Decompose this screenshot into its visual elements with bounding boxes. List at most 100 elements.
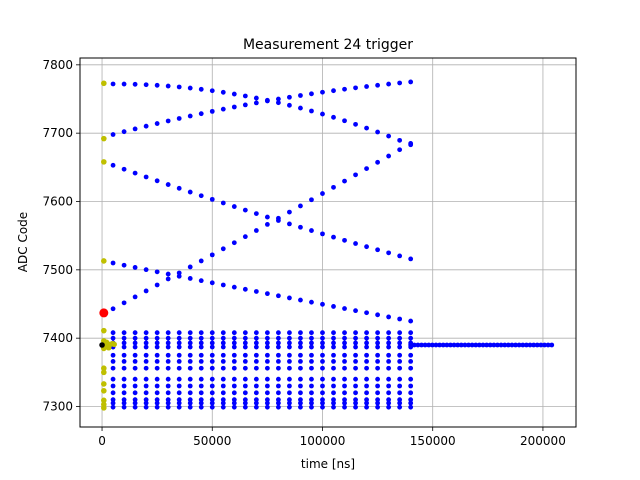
data-point (342, 330, 347, 336)
data-point (198, 330, 204, 336)
data-point (110, 335, 116, 341)
data-point (287, 209, 292, 215)
data-point (101, 381, 107, 387)
data-point (187, 376, 193, 382)
data-point (154, 178, 160, 184)
data-point (534, 342, 540, 348)
data-point (253, 383, 259, 389)
data-point (231, 330, 237, 336)
data-point (397, 365, 403, 371)
chart-title: Measurement 24 trigger (243, 37, 413, 53)
data-point (121, 376, 127, 382)
data-point (121, 352, 127, 358)
data-point (320, 335, 325, 341)
data-point (209, 365, 215, 371)
data-point (220, 282, 226, 288)
data-point (309, 400, 314, 406)
data-point (154, 365, 160, 371)
data-point (320, 359, 325, 364)
data-point (264, 390, 270, 396)
data-point (264, 98, 270, 104)
data-point (198, 340, 204, 346)
data-point (220, 246, 226, 252)
data-point (176, 376, 182, 382)
data-point (165, 390, 171, 396)
data-point (538, 342, 544, 348)
data-point (440, 342, 446, 348)
data-point (132, 390, 138, 396)
data-point (331, 330, 336, 336)
data-point (309, 376, 314, 382)
data-point (220, 404, 226, 410)
data-point (364, 340, 369, 346)
data-point (253, 340, 259, 346)
data-point (433, 342, 439, 348)
data-point (143, 359, 149, 364)
data-point (276, 96, 281, 102)
data-point (386, 330, 392, 336)
data-point (397, 316, 403, 322)
data-point (287, 335, 292, 341)
data-point (253, 211, 259, 216)
data-point (375, 330, 380, 336)
plot-frame (79, 57, 577, 428)
data-point (353, 404, 358, 410)
data-point (309, 404, 314, 410)
data-point (198, 359, 204, 364)
data-point (397, 359, 403, 364)
data-point (110, 306, 116, 312)
data-point (287, 400, 292, 406)
data-point (110, 81, 116, 87)
data-point (549, 342, 555, 348)
data-point (143, 335, 149, 341)
data-point (165, 352, 171, 358)
data-point (353, 340, 358, 346)
data-point (342, 352, 347, 358)
data-point (220, 344, 226, 350)
data-point (253, 359, 259, 364)
y-tick-label: 7500 (42, 263, 73, 277)
data-point (276, 365, 281, 371)
y-tick-label: 7600 (42, 195, 73, 209)
data-point (353, 383, 358, 389)
data-point (154, 390, 160, 396)
data-point (331, 404, 336, 410)
data-point (320, 89, 325, 95)
data-point (375, 397, 380, 403)
data-point (101, 365, 107, 372)
data-point (165, 397, 171, 403)
data-point (198, 404, 204, 410)
data-point (375, 312, 380, 318)
data-point (386, 390, 392, 396)
data-point (397, 147, 403, 153)
data-point (165, 400, 171, 406)
data-point (364, 335, 369, 341)
data-point (516, 342, 522, 348)
data-point (276, 352, 281, 358)
data-point (386, 400, 392, 406)
data-point (209, 383, 215, 389)
data-point (242, 376, 248, 382)
data-point (101, 369, 107, 376)
data-point (375, 247, 380, 253)
data-point (408, 318, 414, 324)
data-point (165, 118, 171, 124)
data-point (375, 359, 380, 364)
data-point (209, 376, 215, 382)
data-point (353, 359, 358, 364)
data-point (331, 397, 336, 403)
data-point (165, 330, 171, 336)
data-point (287, 94, 292, 100)
y-tick-label: 7800 (42, 58, 73, 72)
data-point (331, 304, 336, 309)
data-point (242, 359, 248, 364)
data-point (397, 137, 403, 143)
data-point (110, 383, 116, 389)
data-point (101, 159, 107, 165)
data-point (110, 376, 116, 382)
axis-ticks: 0 50000 100000 150000 200000 7300 7400 7500 7600… (42, 58, 565, 448)
data-point (132, 365, 138, 371)
data-point (99, 308, 109, 318)
data-point (143, 340, 149, 346)
data-point (466, 342, 471, 348)
